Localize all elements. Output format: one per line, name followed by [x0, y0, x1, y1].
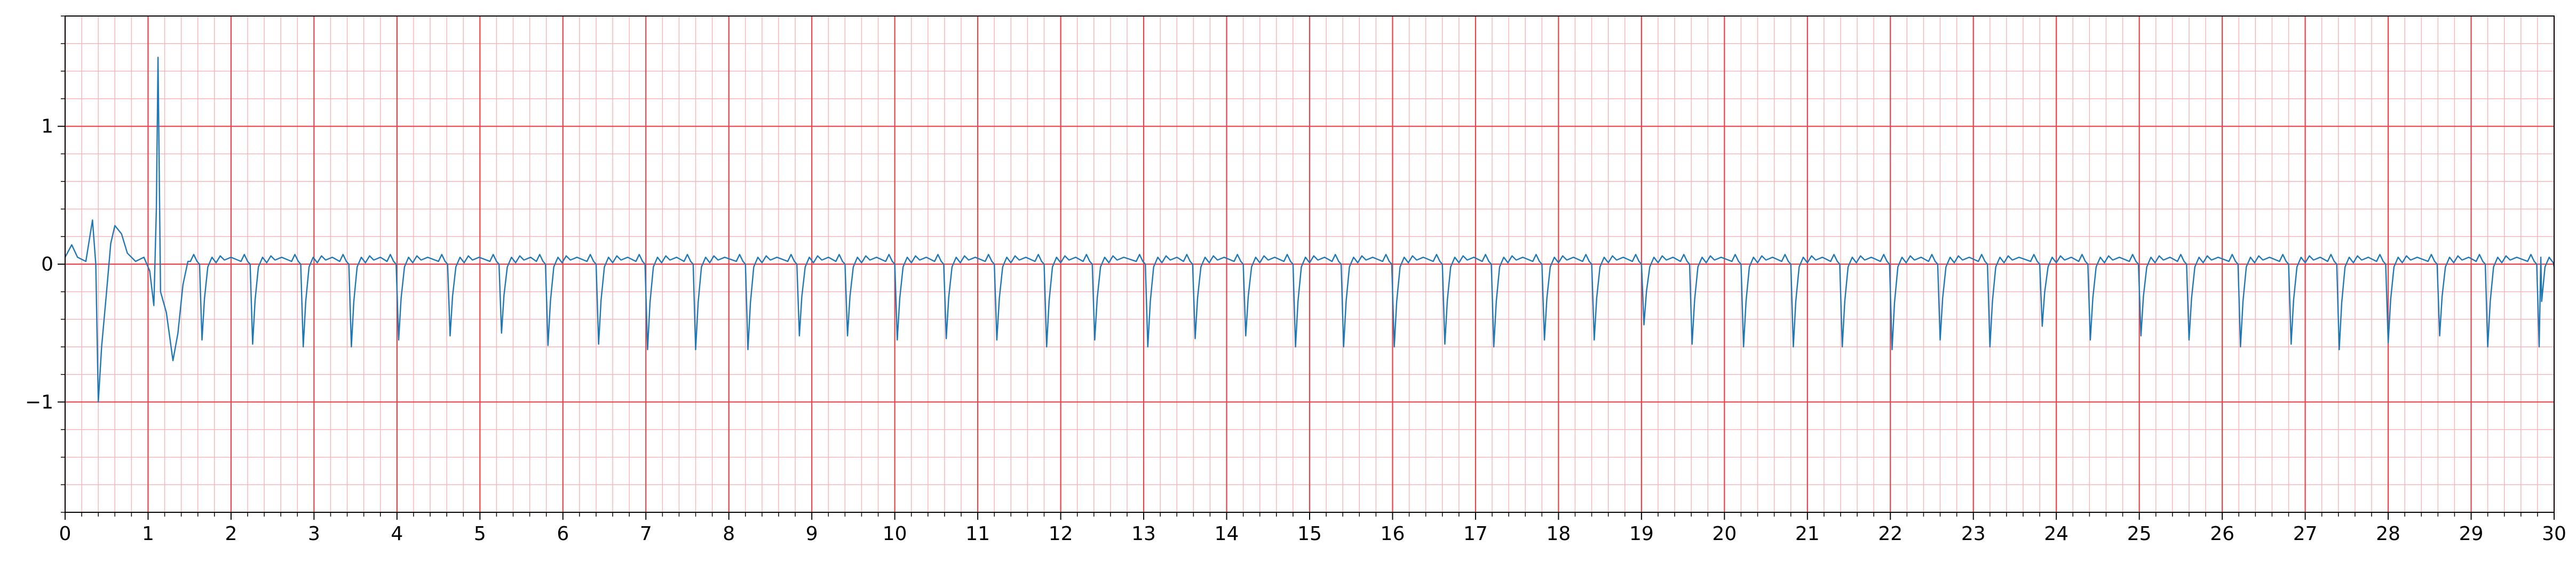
x-tick-label: 23 — [1961, 523, 1986, 545]
major-grid — [64, 16, 2555, 512]
x-tick-label: 7 — [640, 523, 652, 545]
x-tick-label: 5 — [474, 523, 486, 545]
x-tick-label: 3 — [308, 523, 320, 545]
y-tick-label: 1 — [41, 116, 53, 138]
x-tick-label: 1 — [142, 523, 154, 545]
x-tick-label: 10 — [883, 523, 907, 545]
x-tick-label: 25 — [2127, 523, 2152, 545]
x-tick-label: 15 — [1297, 523, 1322, 545]
x-tick-label: 26 — [2210, 523, 2234, 545]
x-tick-label: 9 — [806, 523, 818, 545]
x-tick-label: 11 — [965, 523, 990, 545]
y-tick-label: 0 — [41, 253, 53, 275]
x-tick-label: 30 — [2542, 523, 2566, 545]
x-tick-label: 0 — [59, 523, 72, 545]
x-tick-label: 29 — [2459, 523, 2484, 545]
x-tick-label: 14 — [1215, 523, 1239, 545]
x-tick-label: 13 — [1131, 523, 1156, 545]
x-tick-label: 28 — [2376, 523, 2400, 545]
x-tick-label: 27 — [2293, 523, 2318, 545]
x-tick-label: 21 — [1795, 523, 1820, 545]
ecg-trace-line — [64, 57, 2555, 403]
x-tick-label: 24 — [2044, 523, 2068, 545]
x-axis-ticks: 0 1 2 3 4 5 6 7 8 9 10 11 12 13 14 15 16 17 18 19 20 21 22 23 24… — [59, 512, 2566, 545]
x-tick-label: 8 — [723, 523, 735, 545]
x-tick-label: 16 — [1381, 523, 1405, 545]
x-tick-label: 19 — [1629, 523, 1654, 545]
x-tick-label: 18 — [1546, 523, 1571, 545]
ecg-trace-layer — [64, 57, 2555, 403]
x-tick-label: 20 — [1712, 523, 1737, 545]
x-tick-label: 17 — [1463, 523, 1488, 545]
y-tick-label: −1 — [25, 391, 53, 413]
x-tick-label: 22 — [1878, 523, 1903, 545]
x-tick-label: 2 — [225, 523, 237, 545]
y-axis-ticks: −1 0 1 — [25, 15, 65, 513]
x-tick-label: 4 — [391, 523, 403, 545]
x-tick-label: 6 — [557, 523, 569, 545]
x-tick-label: 12 — [1049, 523, 1073, 545]
